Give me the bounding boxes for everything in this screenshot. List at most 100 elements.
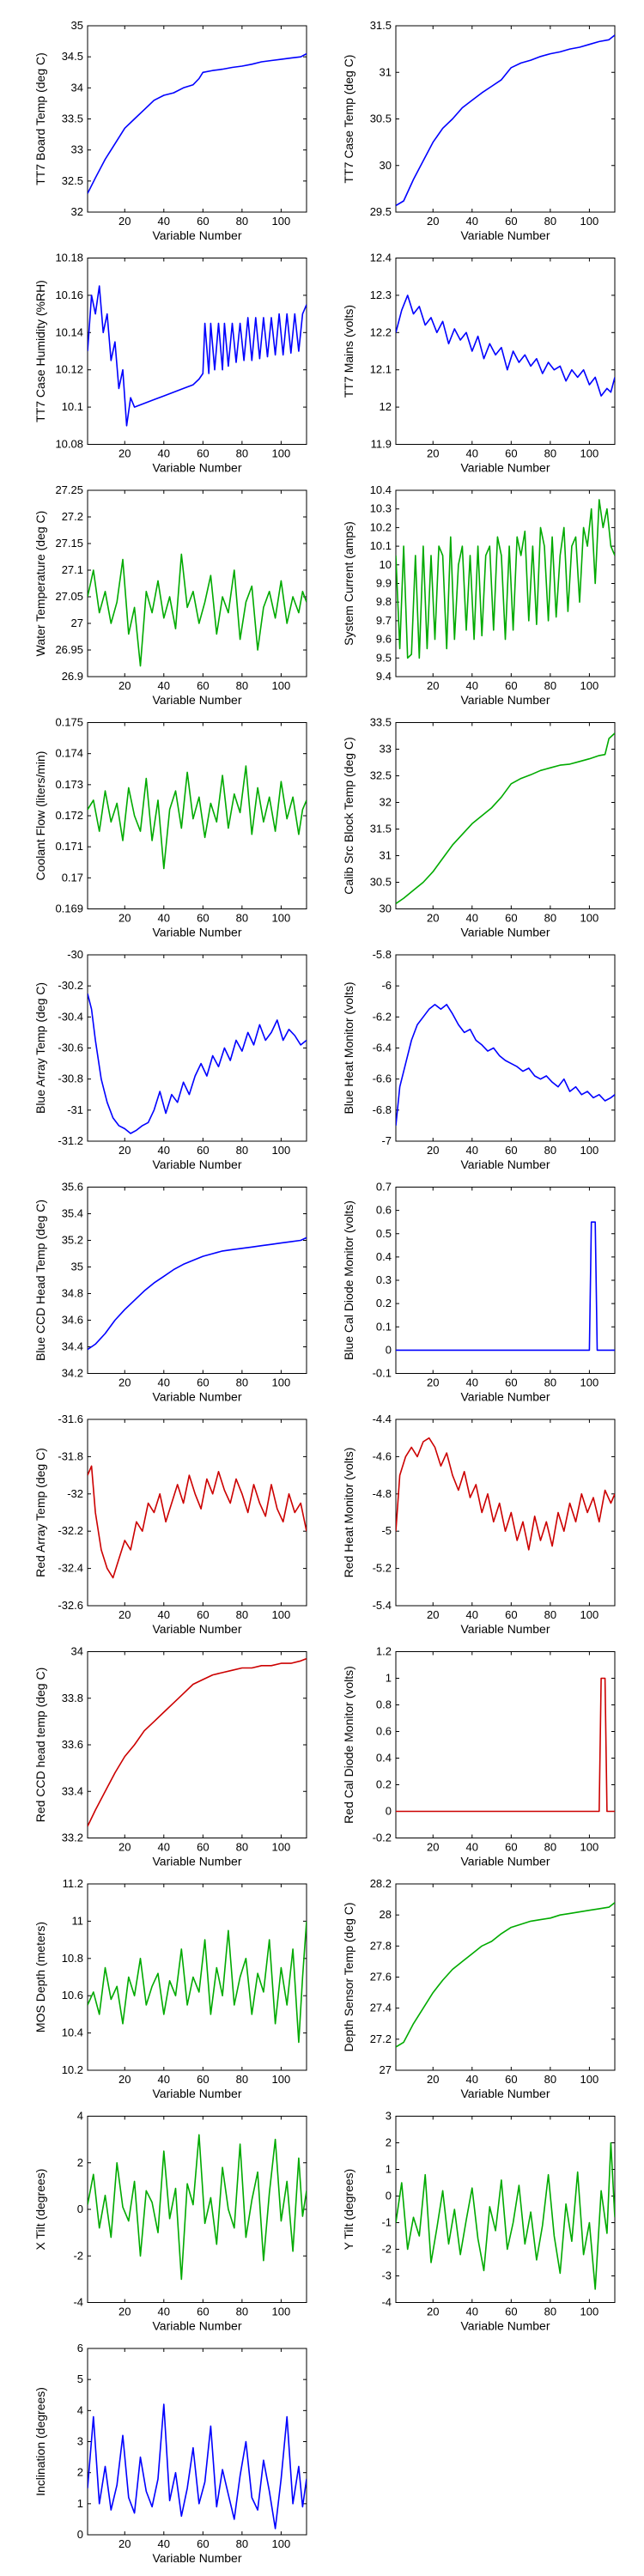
plot-frame: [87, 1187, 307, 1374]
x-tick-label: 80: [236, 2073, 248, 2086]
y-tick-label: 0.7: [376, 1181, 392, 1194]
y-tick-label: 10.16: [55, 289, 83, 301]
y-tick-label: 27.1: [62, 563, 83, 576]
y-tick-label: 12.2: [370, 325, 392, 338]
y-tick-label: 34: [71, 81, 83, 94]
y-tick-label: 0.8: [376, 1698, 392, 1711]
y-tick-label: -30.4: [58, 1010, 83, 1023]
chart-panel-21: 20 40 60 80 100 0 1 2 3 4 5 6 Variable Number Inclina…: [33, 2342, 307, 2565]
y-tick-label: 0: [386, 1343, 392, 1356]
y-tick-label: 32: [71, 205, 83, 218]
y-tick-label: 4: [77, 2110, 83, 2123]
plot-frame: [87, 489, 307, 677]
x-tick-label: 60: [505, 2306, 517, 2318]
chart-panel-6: 20 40 60 80 100 9.4 9.5 9.6 9.7 9.8 9.9 10 10.1 10.2 1…: [342, 483, 616, 707]
x-tick-label: 60: [197, 1376, 209, 1389]
y-tick-label: -6.8: [373, 1103, 392, 1116]
plot-frame: [395, 1419, 616, 1607]
plot-frame: [87, 258, 307, 445]
x-tick-label: 60: [197, 2306, 209, 2318]
y-tick-label: 0.6: [376, 1725, 392, 1738]
y-tick-label: 27.8: [370, 1939, 392, 1952]
x-tick-label: 60: [197, 2073, 209, 2086]
y-tick-label: 9.4: [376, 670, 392, 683]
x-tick-label: 20: [118, 215, 131, 228]
y-axis-label: Red Heat Monitor (volts): [342, 1448, 355, 1578]
plot-frame: [87, 2116, 307, 2303]
x-tick-label: 40: [466, 912, 478, 925]
y-tick-label: -5.4: [373, 1599, 392, 1612]
y-tick-label: 32.5: [62, 174, 83, 187]
y-tick-label: 0.171: [55, 840, 83, 853]
series-line: [396, 1902, 615, 2048]
x-tick-label: 20: [427, 1376, 439, 1389]
y-tick-label: -2: [73, 2249, 83, 2262]
x-tick-label: 100: [580, 447, 599, 460]
x-tick-label: 40: [466, 447, 478, 460]
y-tick-label: -4.6: [373, 1449, 392, 1462]
y-tick-label: 3: [77, 2435, 83, 2448]
y-axis-label: Red Cal Diode Monitor (volts): [342, 1666, 355, 1824]
chart-panel-4: 20 40 60 80 100 11.9 12 12.1 12.2 12.3 12.4 Variabl…: [342, 252, 616, 475]
y-axis-label: Red CCD head temp (deg C): [33, 1668, 47, 1823]
x-tick-label: 100: [580, 1608, 599, 1621]
y-axis-label: System Current (amps): [342, 521, 355, 646]
y-tick-label: 1: [386, 2163, 392, 2176]
y-axis-label: TT7 Case Temp (deg C): [342, 55, 355, 184]
y-tick-label: 0.5: [376, 1227, 392, 1240]
x-tick-label: 20: [427, 1608, 439, 1621]
x-tick-label: 40: [158, 1608, 170, 1621]
y-tick-label: 33.5: [370, 716, 392, 729]
y-tick-label: 31.5: [370, 19, 392, 32]
plot-frame: [87, 722, 307, 909]
y-tick-label: -0.2: [373, 1832, 392, 1844]
y-axis-label: Blue CCD Head Temp (deg C): [33, 1200, 47, 1361]
y-axis-label: Coolant Flow (liters/min): [33, 751, 47, 881]
y-tick-label: 2: [77, 2466, 83, 2479]
y-tick-label: 10.14: [55, 325, 83, 338]
x-axis-label: Variable Number: [152, 461, 241, 475]
y-tick-label: -1: [381, 2216, 392, 2229]
y-tick-label: -32.2: [58, 1524, 83, 1537]
x-axis-label: Variable Number: [152, 228, 241, 242]
y-tick-label: 11: [72, 1914, 84, 1927]
series-line: [396, 295, 615, 397]
series-line: [396, 1437, 615, 1551]
x-tick-label: 100: [272, 447, 291, 460]
y-axis-label: X Tilt (degrees): [33, 2169, 47, 2251]
x-tick-label: 100: [580, 1144, 599, 1157]
x-tick-label: 20: [118, 1608, 131, 1621]
y-tick-label: 10.4: [62, 2026, 83, 2039]
plot-frame: [395, 954, 616, 1142]
y-tick-label: 12.1: [370, 363, 392, 376]
x-axis-label: Variable Number: [460, 1157, 550, 1171]
x-tick-label: 80: [544, 1841, 556, 1854]
x-tick-label: 20: [427, 1841, 439, 1854]
x-tick-label: 100: [272, 912, 291, 925]
y-tick-label: 12.3: [370, 289, 392, 301]
series-line: [88, 553, 307, 667]
y-tick-label: 5: [77, 2372, 83, 2385]
x-tick-label: 100: [272, 2537, 291, 2550]
x-axis-label: Variable Number: [460, 1622, 550, 1636]
y-tick-label: 32.5: [370, 769, 392, 782]
series-line: [396, 499, 615, 659]
y-tick-label: 11.9: [371, 438, 392, 451]
y-tick-label: -4: [381, 2296, 392, 2309]
y-tick-label: 10.6: [62, 1989, 83, 2002]
y-axis-label: Blue Cal Diode Monitor (volts): [342, 1200, 355, 1360]
y-tick-label: 10.18: [55, 252, 83, 264]
x-tick-label: 60: [197, 1608, 209, 1621]
y-axis-label: Red Array Temp (deg C): [33, 1448, 47, 1577]
y-tick-label: 30: [380, 902, 392, 915]
x-axis-label: Variable Number: [460, 461, 550, 475]
x-tick-label: 80: [236, 1144, 248, 1157]
x-axis-label: Variable Number: [152, 1855, 241, 1868]
x-tick-label: 40: [466, 2073, 478, 2086]
x-axis-label: Variable Number: [460, 2319, 550, 2333]
chart-panel-16: 20 40 60 80 100 -0.2 0 0.2 0.4 0.6 0.8 1 1.2 Variable…: [342, 1645, 616, 1868]
x-tick-label: 100: [272, 679, 291, 692]
y-tick-label: 31.5: [370, 823, 392, 835]
y-axis-label: Water Temperature (deg C): [33, 511, 47, 657]
chart-panel-17: 20 40 60 80 100 10.2 10.4 10.6 10.8 11 11.2 Variabl…: [33, 1877, 307, 2100]
